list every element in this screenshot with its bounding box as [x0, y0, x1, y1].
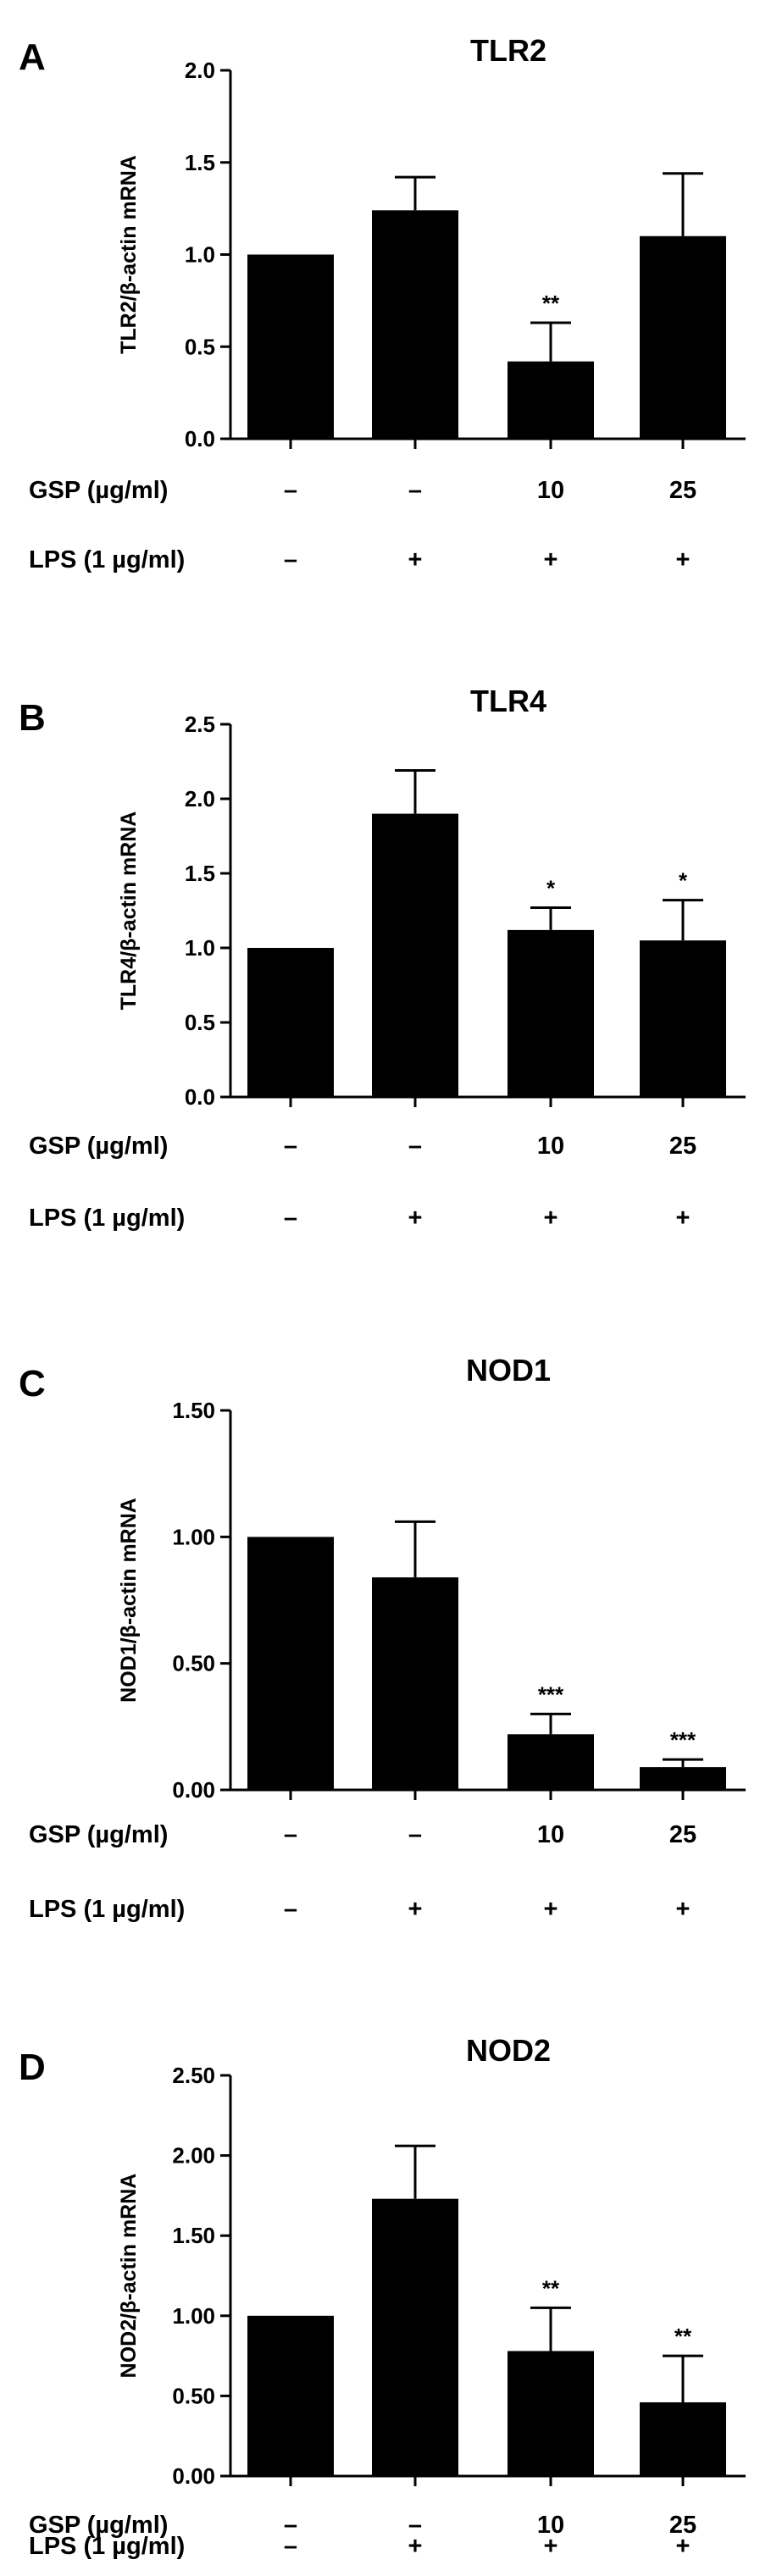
panel-b-ytick-label: 1.0: [185, 935, 215, 961]
panel-b-row-value: +: [676, 1205, 691, 1232]
panel-c-significance-mark: ***: [670, 1727, 696, 1753]
panel-d-title: NOD2: [466, 2033, 551, 2068]
panel-a-letter: A: [19, 36, 46, 78]
panel-b-ylabel: TLR4/β-actin mRNA: [117, 812, 141, 1011]
panel-b-bar: [508, 929, 594, 1097]
panel-d-row-value: –: [284, 2512, 297, 2539]
panel-c-row-value: +: [544, 1896, 558, 1923]
panel-d-bar: [508, 2351, 594, 2476]
panel-b-letter: B: [19, 697, 46, 739]
panel-a-ytick-label: 1.5: [185, 150, 215, 175]
panel-a-row-value: –: [284, 477, 297, 504]
panel-d-row-value: –: [408, 2512, 422, 2539]
panel-b-bar: [247, 948, 334, 1097]
panel-c-ytick-label: 1.00: [172, 1524, 215, 1549]
panel-c-row-value: –: [408, 1821, 422, 1848]
panel-a-row-value: 10: [537, 477, 564, 504]
panel-c-row-value: 25: [669, 1821, 696, 1848]
panel-d-bar: [247, 2315, 334, 2476]
panel-a-bar: [372, 210, 458, 440]
panel-a-row-value: –: [284, 546, 297, 573]
panel-c-row-label: LPS (1 µg/ml): [29, 1896, 185, 1923]
panel-d-bar: [372, 2198, 458, 2476]
panel-b-row-value: 10: [537, 1133, 564, 1160]
panel-a-bar: [508, 361, 594, 439]
panel-c-ytick-label: 0.00: [172, 1777, 215, 1803]
panel-c-ytick-label: 1.50: [172, 1398, 215, 1423]
panel-a-row-label: LPS (1 µg/ml): [29, 546, 185, 573]
panel-a-bar: [640, 235, 726, 439]
panel-d-row-label: GSP (µg/ml): [29, 2512, 168, 2539]
panel-d-significance-mark: **: [674, 2324, 692, 2349]
panel-a-ylabel: TLR2/β-actin mRNA: [117, 155, 141, 354]
panel-b-row-value: –: [284, 1133, 297, 1160]
panel-b-row-value: 25: [669, 1133, 696, 1160]
panel-a-ytick-label: 1.0: [185, 242, 215, 268]
panel-d-row-value: +: [544, 2533, 558, 2560]
panel-c-bar: [640, 1767, 726, 1790]
panel-a-ytick-label: 2.0: [185, 58, 215, 83]
panel-a-row-value: –: [408, 477, 422, 504]
panel-b-row-value: –: [408, 1133, 422, 1160]
panel-d-bar: [640, 2401, 726, 2476]
panel-c-significance-mark: ***: [538, 1681, 564, 1707]
panel-c-bar: [508, 1734, 594, 1790]
panel-a-row-value: +: [408, 546, 423, 573]
panel-c-row-label: GSP (µg/ml): [29, 1821, 168, 1848]
panel-a-row-label: GSP (µg/ml): [29, 477, 168, 504]
panel-d-significance-mark: **: [542, 2275, 560, 2301]
panel-b-significance-mark: *: [546, 875, 556, 900]
panel-b-ytick-label: 0.5: [185, 1010, 215, 1035]
panel-b-ytick-label: 1.5: [185, 861, 215, 886]
panel-a-title: TLR2: [470, 33, 546, 68]
panel-d-ylabel: NOD2/β-actin mRNA: [117, 2174, 141, 2379]
panel-a-ytick-label: 0.5: [185, 334, 215, 359]
panel-d-ytick-label: 0.00: [172, 2463, 215, 2489]
panel-c-letter: C: [19, 1363, 46, 1404]
panel-b-bar: [372, 813, 458, 1097]
panel-b-ytick-label: 2.0: [185, 786, 215, 812]
panel-d-row-value: 10: [537, 2512, 564, 2539]
panel-a-row-value: +: [544, 546, 558, 573]
panel-d-row-label: LPS (1 µg/ml): [29, 2533, 185, 2560]
panel-d-row-value: +: [408, 2533, 423, 2560]
panel-d-ytick-label: 0.50: [172, 2383, 215, 2408]
panel-c-row-value: +: [676, 1896, 691, 1923]
panel-b-bar: [640, 940, 726, 1097]
panel-b-ytick-label: 2.5: [185, 712, 215, 737]
panel-d-ytick-label: 1.00: [172, 2303, 215, 2329]
panel-d-ytick-label: 2.50: [172, 2063, 215, 2088]
panel-d-row-value: +: [676, 2533, 691, 2560]
panel-b-row-value: –: [284, 1205, 297, 1232]
panel-b-ytick-label: 0.0: [185, 1084, 215, 1110]
panel-a-row-value: +: [676, 546, 691, 573]
panel-a-bar: [247, 254, 334, 439]
panel-c-row-value: +: [408, 1896, 423, 1923]
panel-c-ytick-label: 0.50: [172, 1651, 215, 1676]
panel-d-row-value: –: [284, 2533, 297, 2560]
panel-b-row-label: LPS (1 µg/ml): [29, 1205, 185, 1232]
panel-a-ytick-label: 0.0: [185, 426, 215, 451]
panel-b-row-label: GSP (µg/ml): [29, 1133, 168, 1160]
panel-c-bar: [372, 1577, 458, 1790]
panel-c-bar: [247, 1537, 334, 1790]
panel-c-row-value: –: [284, 1896, 297, 1923]
panel-b-row-value: +: [408, 1205, 423, 1232]
panel-a-significance-mark: **: [542, 291, 560, 316]
panel-d-ytick-label: 1.50: [172, 2223, 215, 2248]
panel-d-row-value: 25: [669, 2512, 696, 2539]
panel-a-row-value: 25: [669, 477, 696, 504]
panel-d-ytick-label: 2.00: [172, 2143, 215, 2169]
panel-c-ylabel: NOD1/β-actin mRNA: [117, 1498, 141, 1703]
panel-c-row-value: –: [284, 1821, 297, 1848]
panel-c-title: NOD1: [466, 1353, 551, 1388]
panel-d-letter: D: [19, 2047, 46, 2088]
panel-c-row-value: 10: [537, 1821, 564, 1848]
panel-b-title: TLR4: [470, 684, 546, 718]
panel-b-row-value: +: [544, 1205, 558, 1232]
panel-b-significance-mark: *: [679, 868, 688, 894]
